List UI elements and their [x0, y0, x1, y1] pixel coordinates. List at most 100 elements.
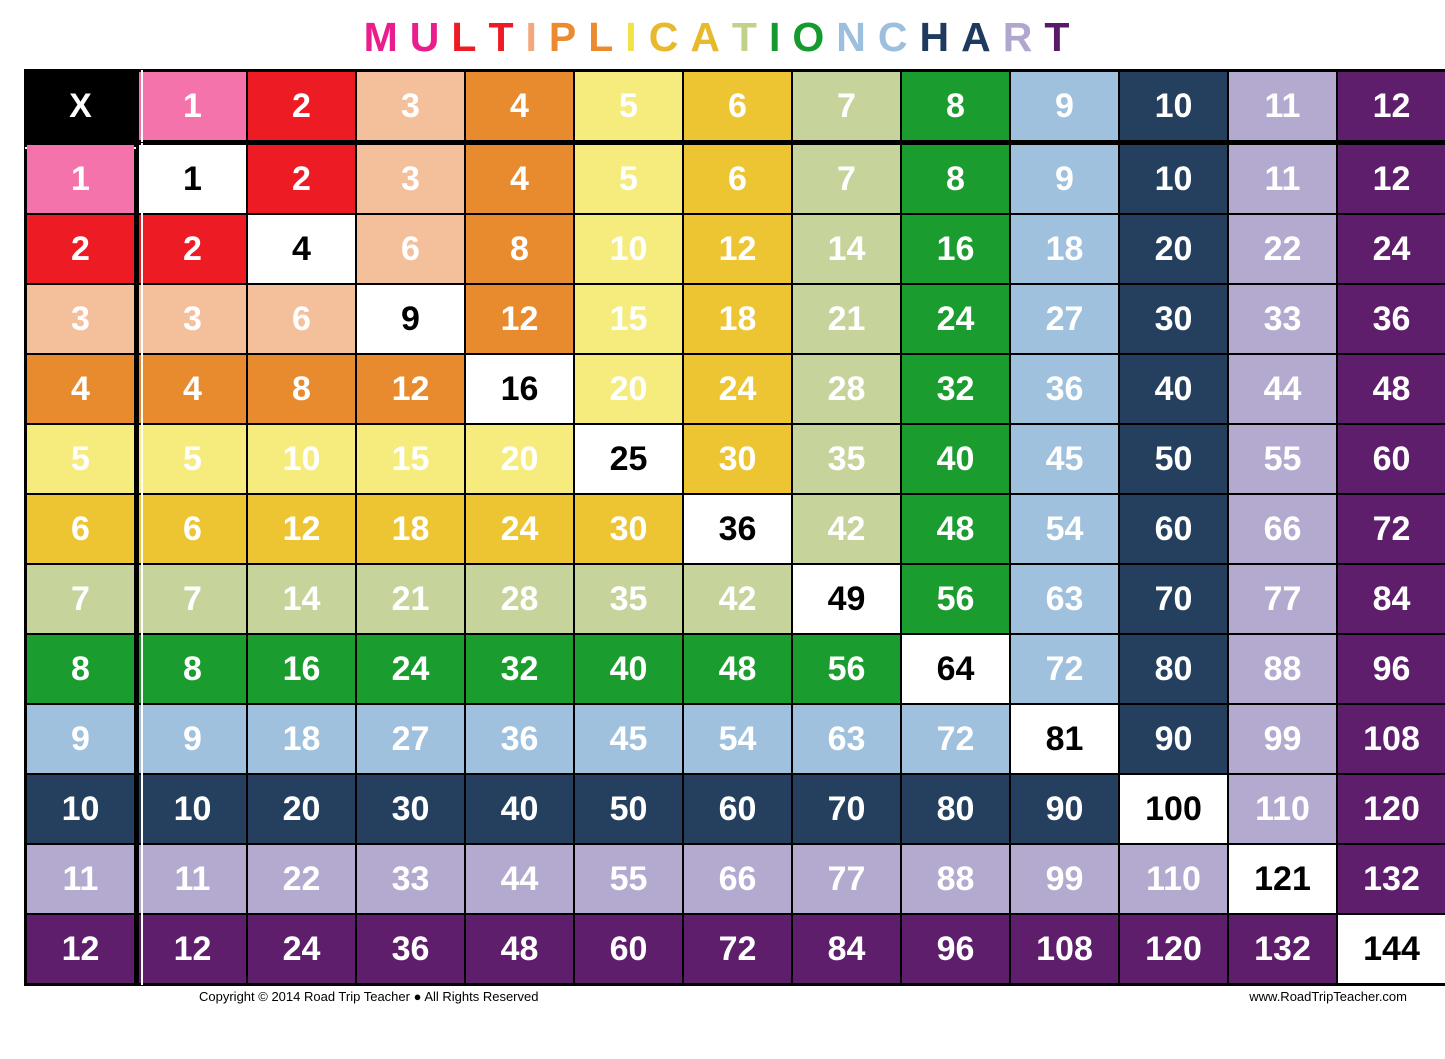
cell-7x12: 84: [1337, 564, 1445, 634]
cell-1x11: 11: [1228, 143, 1337, 215]
cell-6x8: 48: [901, 494, 1010, 564]
cell-1x8: 8: [901, 143, 1010, 215]
col-header-6: 6: [683, 71, 792, 143]
corner-cell: X: [26, 71, 137, 143]
col-header-5: 5: [574, 71, 683, 143]
cell-9x6: 54: [683, 704, 792, 774]
col-header-10: 10: [1119, 71, 1228, 143]
cell-8x11: 88: [1228, 634, 1337, 704]
cell-11x8: 88: [901, 844, 1010, 914]
row-header-5: 5: [26, 424, 137, 494]
cell-1x10: 10: [1119, 143, 1228, 215]
cell-10x12: 120: [1337, 774, 1445, 844]
cell-1x9: 9: [1010, 143, 1119, 215]
cell-9x1: 9: [137, 704, 248, 774]
cell-4x9: 36: [1010, 354, 1119, 424]
cell-7x3: 21: [356, 564, 465, 634]
title-letter: P: [549, 14, 588, 61]
cell-11x11: 121: [1228, 844, 1337, 914]
cell-3x11: 33: [1228, 284, 1337, 354]
title-letter: C: [878, 14, 920, 61]
row-header-7: 7: [26, 564, 137, 634]
title-letter: O: [792, 14, 836, 61]
cell-3x7: 21: [792, 284, 901, 354]
cell-1x2: 2: [247, 143, 356, 215]
cell-8x10: 80: [1119, 634, 1228, 704]
row-header-2: 2: [26, 214, 137, 284]
cell-6x10: 60: [1119, 494, 1228, 564]
row-header-4: 4: [26, 354, 137, 424]
cell-12x12: 144: [1337, 914, 1445, 985]
cell-4x10: 40: [1119, 354, 1228, 424]
cell-7x8: 56: [901, 564, 1010, 634]
source-url-text: www.RoadTripTeacher.com: [1249, 989, 1407, 1004]
cell-5x12: 60: [1337, 424, 1445, 494]
cell-8x7: 56: [792, 634, 901, 704]
cell-11x9: 99: [1010, 844, 1119, 914]
cell-5x1: 5: [137, 424, 248, 494]
title-letter: R: [1003, 14, 1045, 61]
cell-9x2: 18: [247, 704, 356, 774]
title-letter: T: [488, 14, 525, 61]
cell-8x12: 96: [1337, 634, 1445, 704]
title-letter: N: [836, 14, 878, 61]
cell-5x7: 35: [792, 424, 901, 494]
cell-10x5: 50: [574, 774, 683, 844]
cell-4x6: 24: [683, 354, 792, 424]
cell-7x9: 63: [1010, 564, 1119, 634]
cell-3x1: 3: [137, 284, 248, 354]
cell-6x11: 66: [1228, 494, 1337, 564]
cell-3x9: 27: [1010, 284, 1119, 354]
cell-8x6: 48: [683, 634, 792, 704]
cell-5x4: 20: [465, 424, 574, 494]
cell-7x7: 49: [792, 564, 901, 634]
cell-3x4: 12: [465, 284, 574, 354]
cell-10x9: 90: [1010, 774, 1119, 844]
title-letter: C: [649, 14, 691, 61]
row-header-12: 12: [26, 914, 137, 985]
cell-6x1: 6: [137, 494, 248, 564]
cell-11x7: 77: [792, 844, 901, 914]
col-header-11: 11: [1228, 71, 1337, 143]
cell-12x10: 120: [1119, 914, 1228, 985]
cell-5x6: 30: [683, 424, 792, 494]
cell-10x10: 100: [1119, 774, 1228, 844]
cell-1x12: 12: [1337, 143, 1445, 215]
cell-6x3: 18: [356, 494, 465, 564]
title-letter: L: [588, 14, 625, 61]
cell-11x6: 66: [683, 844, 792, 914]
cell-2x2: 4: [247, 214, 356, 284]
cell-4x12: 48: [1337, 354, 1445, 424]
cell-3x5: 15: [574, 284, 683, 354]
row-header-6: 6: [26, 494, 137, 564]
cell-7x10: 70: [1119, 564, 1228, 634]
title-letter: T: [732, 14, 769, 61]
cell-9x10: 90: [1119, 704, 1228, 774]
cell-7x11: 77: [1228, 564, 1337, 634]
cell-11x1: 11: [137, 844, 248, 914]
cell-3x2: 6: [247, 284, 356, 354]
cell-12x6: 72: [683, 914, 792, 985]
row-header-11: 11: [26, 844, 137, 914]
cell-2x7: 14: [792, 214, 901, 284]
cell-2x3: 6: [356, 214, 465, 284]
cell-7x1: 7: [137, 564, 248, 634]
cell-12x7: 84: [792, 914, 901, 985]
cell-2x10: 20: [1119, 214, 1228, 284]
col-header-8: 8: [901, 71, 1010, 143]
row-header-9: 9: [26, 704, 137, 774]
cell-12x4: 48: [465, 914, 574, 985]
cell-4x3: 12: [356, 354, 465, 424]
cell-9x7: 63: [792, 704, 901, 774]
cell-2x6: 12: [683, 214, 792, 284]
cell-2x9: 18: [1010, 214, 1119, 284]
cell-9x8: 72: [901, 704, 1010, 774]
cell-1x6: 6: [683, 143, 792, 215]
cell-8x3: 24: [356, 634, 465, 704]
cell-4x2: 8: [247, 354, 356, 424]
cell-7x5: 35: [574, 564, 683, 634]
cell-3x12: 36: [1337, 284, 1445, 354]
cell-5x8: 40: [901, 424, 1010, 494]
cell-11x3: 33: [356, 844, 465, 914]
row-header-8: 8: [26, 634, 137, 704]
